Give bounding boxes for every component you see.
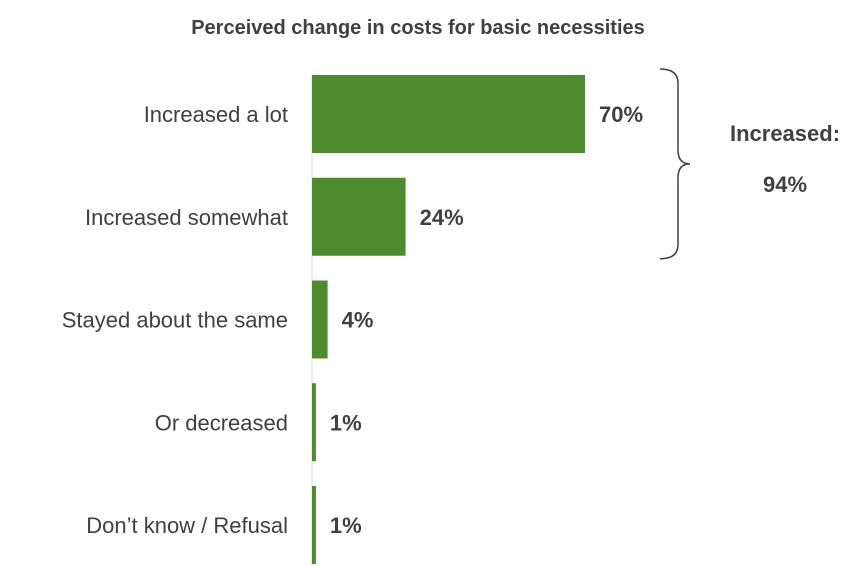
chart-title: Perceived change in costs for basic nece… — [191, 17, 645, 39]
value-label: 1% — [330, 410, 362, 435]
category-label: Stayed about the same — [62, 308, 288, 333]
bar — [312, 177, 406, 256]
value-label: 24% — [420, 205, 464, 230]
bar — [312, 280, 328, 359]
value-label: 4% — [342, 308, 374, 333]
bars-layer: Increased a lot 70% Increased somewhat 24% S… — [62, 73, 643, 566]
bracket-label-line2: 94% — [763, 172, 807, 197]
bar — [312, 486, 316, 564]
category-label: Don’t know / Refusal — [86, 513, 288, 538]
bracket-label-line1: Increased: — [730, 121, 840, 146]
bar — [312, 75, 585, 153]
category-label: Or decreased — [155, 410, 288, 435]
bracket — [659, 68, 691, 260]
category-label: Increased somewhat — [85, 205, 288, 230]
value-label: 70% — [599, 102, 643, 127]
value-label: 1% — [330, 513, 362, 538]
bar — [312, 383, 316, 462]
category-label: Increased a lot — [144, 102, 288, 127]
